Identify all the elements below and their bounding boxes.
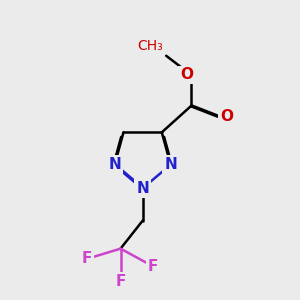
Text: O: O xyxy=(220,109,233,124)
Text: F: F xyxy=(82,251,92,266)
Text: O: O xyxy=(180,68,193,82)
Text: N: N xyxy=(136,181,149,196)
Text: N: N xyxy=(108,157,121,172)
Text: N: N xyxy=(164,157,177,172)
Text: F: F xyxy=(148,259,158,274)
Text: CH₃: CH₃ xyxy=(137,39,163,53)
Text: F: F xyxy=(116,274,126,289)
